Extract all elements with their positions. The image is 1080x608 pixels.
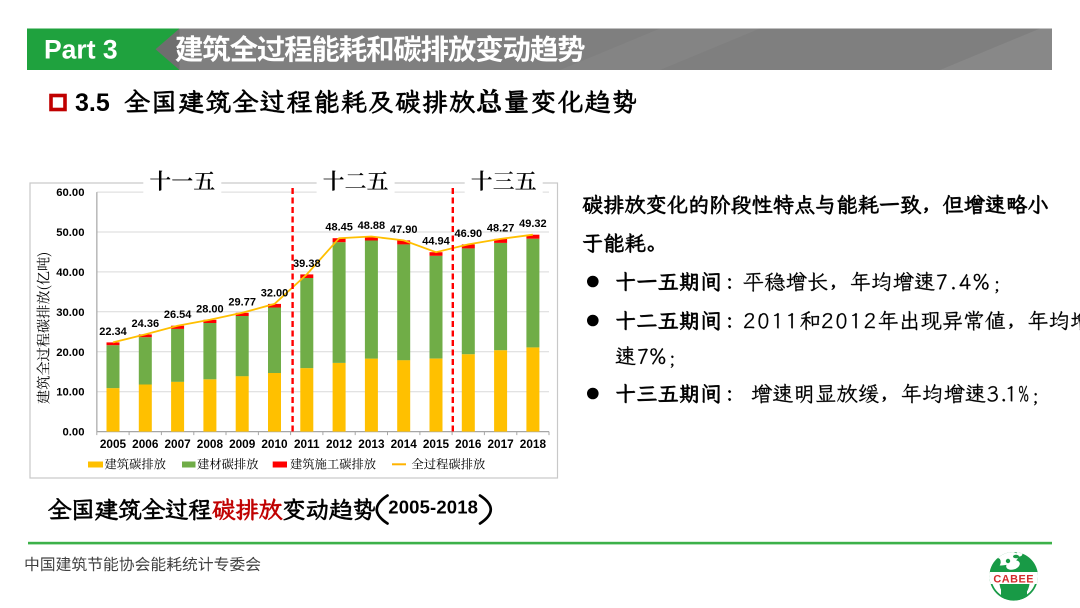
svg-text:0.00: 0.00 <box>63 427 85 439</box>
svg-text:44.94: 44.94 <box>422 236 450 248</box>
svg-text:Part 3: Part 3 <box>44 35 118 65</box>
svg-text:49.32: 49.32 <box>519 218 547 230</box>
svg-text:2012: 2012 <box>326 437 353 451</box>
svg-text:2010: 2010 <box>261 437 288 451</box>
svg-text:60.00: 60.00 <box>56 187 84 199</box>
svg-text:50.00: 50.00 <box>56 227 84 239</box>
svg-text:2011: 2011 <box>294 437 320 451</box>
svg-text:48.88: 48.88 <box>358 220 386 232</box>
svg-text:32.00: 32.00 <box>261 287 289 299</box>
svg-text:2017: 2017 <box>487 437 514 451</box>
svg-text:22.34: 22.34 <box>99 326 127 338</box>
svg-text:2018: 2018 <box>520 437 547 451</box>
svg-text:2008: 2008 <box>197 437 224 451</box>
svg-text:2014: 2014 <box>391 437 418 451</box>
svg-text:20.00: 20.00 <box>56 347 84 359</box>
svg-text:2016: 2016 <box>455 437 482 451</box>
svg-text:48.45: 48.45 <box>325 222 353 234</box>
svg-text:2015: 2015 <box>423 437 450 451</box>
svg-text:29.77: 29.77 <box>228 296 256 308</box>
svg-text:46.90: 46.90 <box>455 228 483 240</box>
svg-text:CABEE: CABEE <box>993 574 1034 586</box>
svg-text:47.90: 47.90 <box>390 224 418 236</box>
svg-text:3.5: 3.5 <box>75 89 110 117</box>
svg-text:2007: 2007 <box>164 437 191 451</box>
svg-text:10.00: 10.00 <box>56 387 84 399</box>
svg-text:39.38: 39.38 <box>293 258 321 270</box>
svg-text:2005: 2005 <box>100 437 127 451</box>
svg-text:26.54: 26.54 <box>164 309 192 321</box>
svg-text:30.00: 30.00 <box>56 307 84 319</box>
svg-text:2005-2018: 2005-2018 <box>388 497 478 518</box>
svg-text:2009: 2009 <box>229 437 256 451</box>
svg-text:2013: 2013 <box>358 437 385 451</box>
svg-text:28.00: 28.00 <box>196 303 224 315</box>
svg-text:2006: 2006 <box>132 437 159 451</box>
svg-text:40.00: 40.00 <box>56 267 84 279</box>
svg-text:24.36: 24.36 <box>132 318 160 330</box>
svg-text:48.27: 48.27 <box>487 222 515 234</box>
